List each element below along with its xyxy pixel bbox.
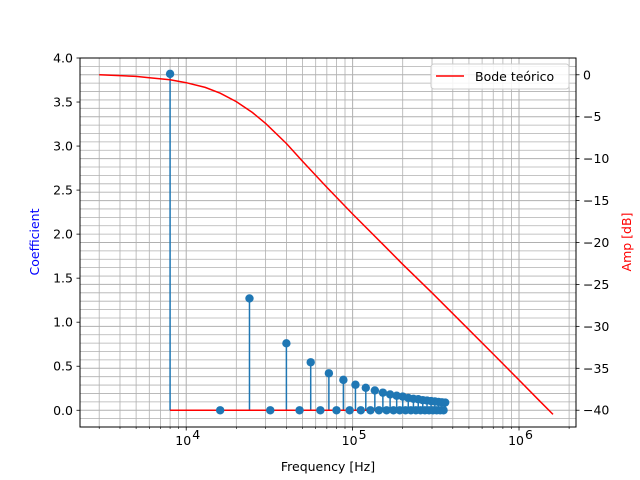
stem-marker — [378, 388, 388, 397]
y-right-tick-label: −25 — [583, 277, 609, 292]
y-right-axis-ticks: 0 −5 −10 −15 −20 −25 −30 −35 −40 — [576, 67, 609, 418]
x-tick-label-exponent: 4 — [192, 427, 200, 442]
legend: Bode teórico — [430, 63, 570, 90]
stem-marker — [345, 406, 354, 415]
stem-marker — [366, 406, 375, 415]
stem-marker — [439, 406, 448, 415]
stem-marker — [385, 390, 395, 399]
y-right-tick-label: −30 — [583, 319, 609, 334]
stem-marker — [374, 406, 384, 415]
legend-label-bode: Bode teórico — [475, 69, 554, 84]
x-axis-ticks: 10 4 10 5 10 6 — [98, 427, 570, 448]
stem-marker — [339, 375, 348, 385]
stem-marker — [215, 406, 225, 415]
stem-marker — [295, 406, 304, 415]
stem-series — [165, 69, 450, 415]
y-right-axis-label: Amp [dB] — [619, 213, 634, 272]
x-tick-label: 10 — [342, 433, 358, 448]
stem-marker — [282, 339, 291, 348]
stem-marker — [351, 380, 360, 389]
stem-marker — [306, 358, 315, 367]
stem-marker — [165, 69, 175, 79]
y-left-tick-label: 3.0 — [53, 139, 73, 154]
y-left-tick-label: 0.0 — [53, 403, 73, 418]
y-left-tick-label: 4.0 — [53, 51, 73, 66]
stem-marker — [324, 369, 334, 378]
x-tick-label-exponent: 5 — [359, 427, 367, 442]
stem-marker — [389, 406, 398, 415]
y-left-tick-label: 2.5 — [53, 183, 73, 198]
legend-box — [430, 63, 570, 90]
y-left-tick-label: 2.0 — [53, 227, 73, 242]
y-right-tick-label: −10 — [583, 151, 609, 166]
y-right-tick-label: −20 — [583, 235, 609, 250]
stem-marker — [382, 406, 391, 415]
stem-marker — [316, 406, 325, 415]
x-tick-label: 10 — [508, 433, 524, 448]
stem-marker — [395, 406, 404, 415]
stem-marker — [332, 406, 341, 415]
y-left-tick-label: 1.5 — [53, 271, 73, 286]
bode-line-series — [99, 74, 554, 415]
stem-marker — [245, 294, 254, 303]
x-tick-label-exponent: 6 — [525, 427, 533, 442]
y-left-axis-ticks: 0.0 0.5 1.0 1.5 2.0 2.5 3.0 3.5 4.0 — [53, 51, 80, 418]
y-left-tick-label: 3.5 — [53, 95, 73, 110]
y-right-tick-label: −15 — [583, 193, 609, 208]
x-tick-label: 10 — [175, 433, 191, 448]
y-right-tick-label: −40 — [583, 403, 609, 418]
stem-marker — [370, 386, 380, 395]
y-right-tick-label: −35 — [583, 361, 609, 376]
stem-marker — [440, 398, 450, 407]
y-left-tick-label: 0.5 — [53, 359, 73, 374]
stem-marker — [361, 383, 370, 393]
y-right-tick-label: −5 — [583, 109, 601, 124]
stem-marker — [266, 406, 275, 415]
y-left-axis-label: Coefficient — [27, 208, 42, 275]
stem-marker — [356, 406, 366, 415]
x-axis-label: Frequency [Hz] — [281, 459, 375, 474]
y-left-tick-label: 1.0 — [53, 315, 73, 330]
y-right-tick-label: 0 — [583, 67, 591, 82]
bode-line — [99, 74, 554, 415]
